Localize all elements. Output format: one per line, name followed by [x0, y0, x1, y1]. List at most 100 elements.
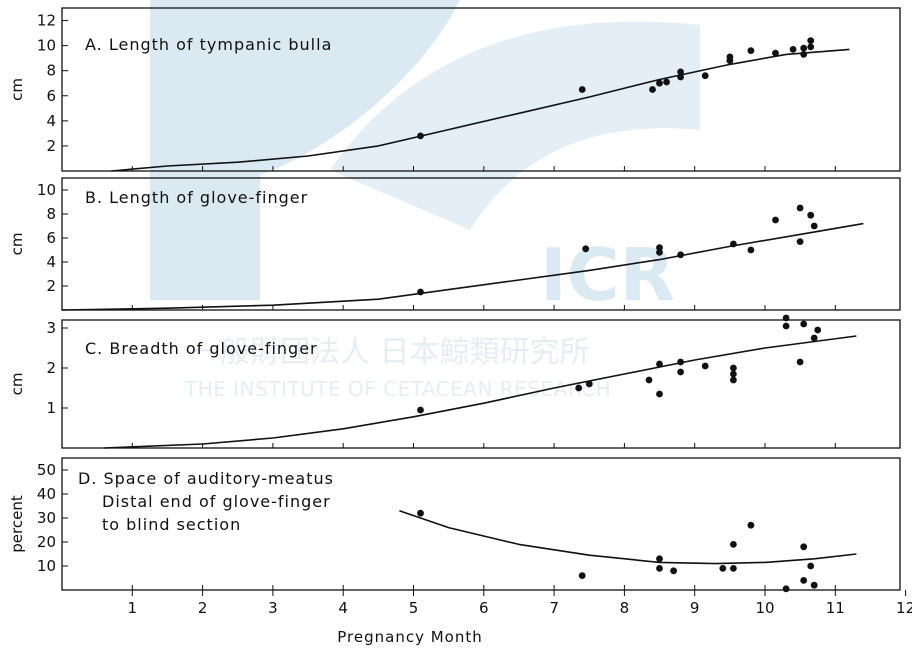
- data-point: [656, 79, 663, 87]
- data-point: [796, 204, 804, 212]
- data-point: [747, 246, 755, 254]
- data-point: [782, 322, 790, 330]
- watermark-logo-text: ICR: [540, 233, 675, 317]
- panel-frame: [61, 7, 901, 172]
- fitted-curve: [104, 335, 857, 449]
- data-point: [730, 370, 737, 378]
- data-point: [800, 44, 808, 52]
- fitted-curve: [111, 48, 850, 172]
- x-tick-label: 2: [198, 599, 208, 617]
- panel-b: 2 4 6 8 10 cm B. Length of glove-finger: [8, 177, 901, 311]
- data-point: [656, 249, 663, 256]
- data-point: [677, 358, 684, 366]
- x-tick-label: 9: [690, 599, 700, 617]
- panel-c: 1 2 3 cm C. Breadth of glove-finger: [8, 314, 901, 449]
- data-point: [730, 541, 737, 548]
- data-point: [645, 376, 653, 384]
- data-point: [807, 37, 815, 44]
- y-tick-label: 8: [46, 205, 56, 223]
- data-point: [772, 49, 779, 57]
- y-tick-label: 30: [37, 509, 56, 527]
- data-point: [807, 562, 815, 570]
- data-point: [585, 380, 593, 388]
- x-axis: 1 2 3 4 5 6 7 8 9 10 11 12: [128, 590, 912, 617]
- data-point: [730, 376, 737, 384]
- panel-frame: [61, 319, 901, 449]
- data-point: [578, 86, 586, 93]
- data-point: [649, 86, 656, 93]
- panel-title: C. Breadth of glove-finger: [85, 339, 318, 358]
- panel-title-line: D. Space of auditory-meatus: [78, 469, 334, 488]
- fitted-curve: [399, 510, 857, 565]
- x-tick-label: 3: [268, 599, 278, 617]
- panel-d: 10 20 30 40 50 percent D. Space of auditory-me…: [8, 457, 901, 593]
- data-point: [796, 238, 804, 246]
- y-tick-label: 10: [37, 557, 56, 575]
- data-point: [656, 565, 663, 572]
- y-tick-label: 50: [37, 461, 56, 479]
- data-point: [800, 543, 808, 551]
- y-tick-label: 12: [37, 12, 56, 30]
- panel-frame: [61, 457, 901, 591]
- data-point: [810, 334, 818, 342]
- data-point: [800, 577, 808, 584]
- data-point: [807, 43, 815, 51]
- data-point: [719, 565, 727, 572]
- data-point: [701, 362, 709, 370]
- x-tick-label: 5: [409, 599, 419, 617]
- data-point: [726, 53, 734, 61]
- x-tick-label: 4: [338, 599, 348, 617]
- panels: 2 4 6 8 10 12 cm A. Length of tympanic bulla 2 4 6…: [8, 7, 901, 593]
- y-axis-label: cm: [8, 373, 26, 396]
- y-tick-label: 6: [46, 229, 56, 247]
- data-point: [701, 72, 709, 80]
- y-tick-label: 10: [37, 37, 56, 55]
- data-point: [814, 326, 822, 334]
- x-tick-label: 1: [128, 599, 138, 617]
- data-point: [656, 244, 663, 252]
- data-point: [575, 384, 583, 392]
- x-tick-label: 10: [755, 599, 774, 617]
- y-axis-label: cm: [8, 78, 26, 101]
- x-axis-label: Pregnancy Month: [337, 628, 482, 646]
- data-point: [807, 211, 815, 219]
- y-tick-label: 4: [46, 253, 56, 271]
- y-tick-label: 8: [46, 62, 56, 80]
- fitted-curve: [61, 222, 864, 311]
- y-tick-label: 20: [37, 533, 56, 551]
- data-point: [782, 585, 790, 593]
- y-tick-label: 2: [46, 277, 56, 295]
- data-point: [730, 565, 737, 572]
- data-point: [730, 240, 737, 248]
- data-point: [656, 360, 663, 368]
- data-point: [789, 46, 797, 53]
- data-point: [677, 73, 684, 81]
- watermark-logo-shape: [150, 0, 460, 300]
- y-tick-label: 1: [46, 399, 56, 417]
- data-point: [800, 51, 808, 58]
- y-axis-label: cm: [8, 233, 26, 256]
- data-point: [677, 368, 684, 376]
- y-tick-label: 3: [46, 319, 56, 337]
- data-point: [800, 320, 808, 328]
- panel-title: A. Length of tympanic bulla: [85, 35, 332, 54]
- y-tick-label: 10: [37, 181, 56, 199]
- panel-title-line: Distal end of glove-finger: [102, 492, 331, 511]
- data-point: [417, 288, 424, 296]
- x-tick-label: 11: [826, 599, 845, 617]
- data-point: [417, 132, 424, 140]
- data-point: [670, 567, 677, 575]
- panel-title-line: to blind section: [102, 515, 241, 534]
- data-point: [578, 572, 586, 579]
- panel-title: B. Length of glove-finger: [85, 188, 308, 207]
- y-tick-label: 4: [46, 112, 56, 130]
- y-tick-label: 6: [46, 87, 56, 105]
- data-point: [582, 245, 590, 253]
- data-point: [417, 509, 424, 517]
- watermark-english: THE INSTITUTE OF CETACEAN RESEARCH: [184, 377, 611, 401]
- data-point: [810, 222, 818, 230]
- data-point: [417, 406, 424, 414]
- y-axis-label: percent: [8, 495, 26, 553]
- data-point: [796, 358, 804, 366]
